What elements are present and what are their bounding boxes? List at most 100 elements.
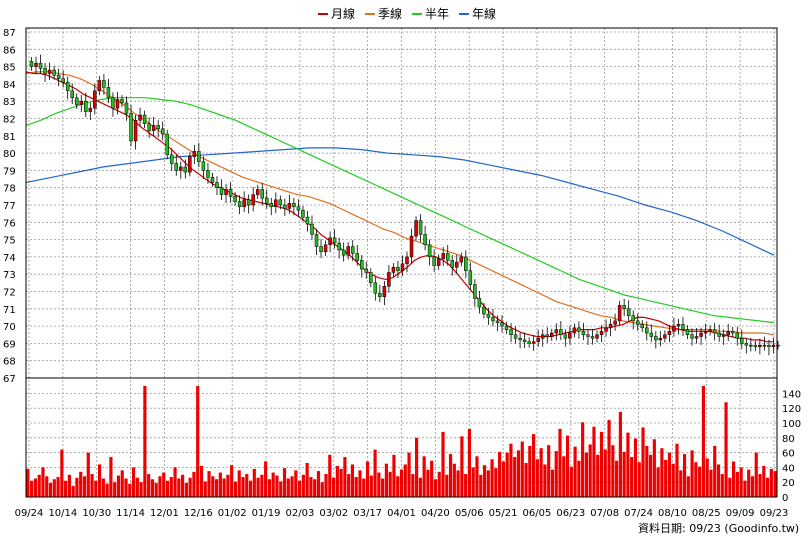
volume-bar xyxy=(411,474,415,497)
candle-body xyxy=(477,298,482,308)
volume-bar xyxy=(328,454,332,497)
candle-body xyxy=(622,305,626,310)
volume-bar xyxy=(667,452,672,497)
candle-body xyxy=(43,68,47,74)
candle-body xyxy=(459,256,464,263)
candle-body xyxy=(599,331,604,336)
volume-bar xyxy=(739,467,743,497)
volume-bar xyxy=(105,483,109,497)
candle-body xyxy=(251,194,255,206)
candle-body xyxy=(590,336,595,339)
candle-body xyxy=(242,199,246,207)
date-tick-label: 09/09 xyxy=(726,508,755,519)
volume-bar xyxy=(343,457,347,497)
volume-bar xyxy=(709,469,713,497)
candle-body xyxy=(667,331,672,336)
volume-bar xyxy=(403,464,407,497)
volume-bar xyxy=(750,476,755,497)
volume-bar xyxy=(286,478,290,497)
date-axis: 09/24 10/14 10/30 11/14 12/01 12/16 01/02 01/19… xyxy=(15,508,789,519)
volume-bar xyxy=(735,471,739,497)
volume-bars xyxy=(26,386,777,497)
candle-body xyxy=(301,209,305,218)
candle-body xyxy=(332,237,337,244)
price-tick-label: 70 xyxy=(3,322,16,333)
candle-body xyxy=(405,256,409,265)
volume-bar xyxy=(762,465,766,497)
candle-body xyxy=(703,331,708,334)
candle-body xyxy=(604,327,608,332)
candle-body xyxy=(645,327,649,334)
volume-bar xyxy=(599,431,604,497)
volume-bar xyxy=(331,477,336,497)
volume-bar xyxy=(90,474,94,497)
volume-bar xyxy=(98,464,102,497)
volume-bar xyxy=(456,470,460,497)
volume-axis: 0 20 40 60 80 100 120 140 xyxy=(782,389,801,504)
candle-body xyxy=(504,325,509,330)
legend-label: 月線 xyxy=(331,6,355,21)
candle-body xyxy=(120,99,124,104)
candle-body xyxy=(174,163,179,171)
volume-bar xyxy=(264,461,268,497)
candle-body xyxy=(762,344,767,347)
volume-bar xyxy=(565,435,570,497)
volume-bar xyxy=(588,444,592,497)
volume-bar xyxy=(471,467,475,497)
volume-bar xyxy=(430,460,434,497)
volume-bar xyxy=(475,456,479,497)
candle-body xyxy=(391,267,396,273)
candle-body xyxy=(265,197,269,204)
price-tick-label: 68 xyxy=(3,357,16,368)
volume-bar xyxy=(237,470,241,497)
candle-body xyxy=(468,270,473,285)
volume-bar xyxy=(139,482,143,497)
candle-body xyxy=(314,234,319,247)
volume-bar xyxy=(241,477,245,497)
volume-bar xyxy=(701,386,705,497)
volume-bar xyxy=(509,443,513,497)
volume-bar xyxy=(75,477,79,497)
candle-body xyxy=(554,329,559,334)
volume-bar xyxy=(622,451,626,497)
candle-body xyxy=(197,151,201,162)
candle-body xyxy=(201,161,206,171)
volume-bar xyxy=(573,446,577,497)
candle-body xyxy=(595,334,599,339)
volume-bar xyxy=(448,454,453,497)
volume-bar xyxy=(37,474,41,497)
volume-bar xyxy=(109,457,113,497)
volume-bar xyxy=(48,482,53,497)
candle-body xyxy=(396,267,400,271)
candle-body xyxy=(423,234,427,246)
candle-body xyxy=(735,332,740,339)
volume-bar xyxy=(101,478,105,497)
candle-body xyxy=(491,317,495,322)
volume-bar xyxy=(396,476,400,497)
candle-body xyxy=(776,344,780,347)
volume-bar xyxy=(562,456,566,497)
volume-bar xyxy=(524,462,528,497)
date-tick-label: 03/02 xyxy=(319,508,348,519)
volume-bar xyxy=(607,420,611,497)
volume-bar xyxy=(71,485,75,497)
candle-body xyxy=(464,256,468,271)
candle-body xyxy=(536,337,540,342)
candle-body xyxy=(409,235,414,258)
volume-bar xyxy=(720,474,724,497)
volume-bar xyxy=(181,474,185,497)
volume-bar xyxy=(679,470,683,497)
volume-bar xyxy=(732,461,736,497)
volume-bar xyxy=(128,483,132,497)
volume-tick-label: 140 xyxy=(782,389,801,400)
volume-bar xyxy=(245,474,249,497)
volume-bar xyxy=(633,438,638,497)
candle-body xyxy=(355,253,359,261)
volume-bar xyxy=(165,480,170,497)
date-tick-label: 06/23 xyxy=(556,508,585,519)
candle-body xyxy=(287,203,292,209)
volume-bar xyxy=(369,475,373,497)
candle-body xyxy=(188,156,192,173)
volume-bar xyxy=(362,478,366,497)
price-axis: 67 68 69 70 71 72 73 74 75 76 77 78 79 80 81 82 83 84 85 86… xyxy=(3,28,16,385)
